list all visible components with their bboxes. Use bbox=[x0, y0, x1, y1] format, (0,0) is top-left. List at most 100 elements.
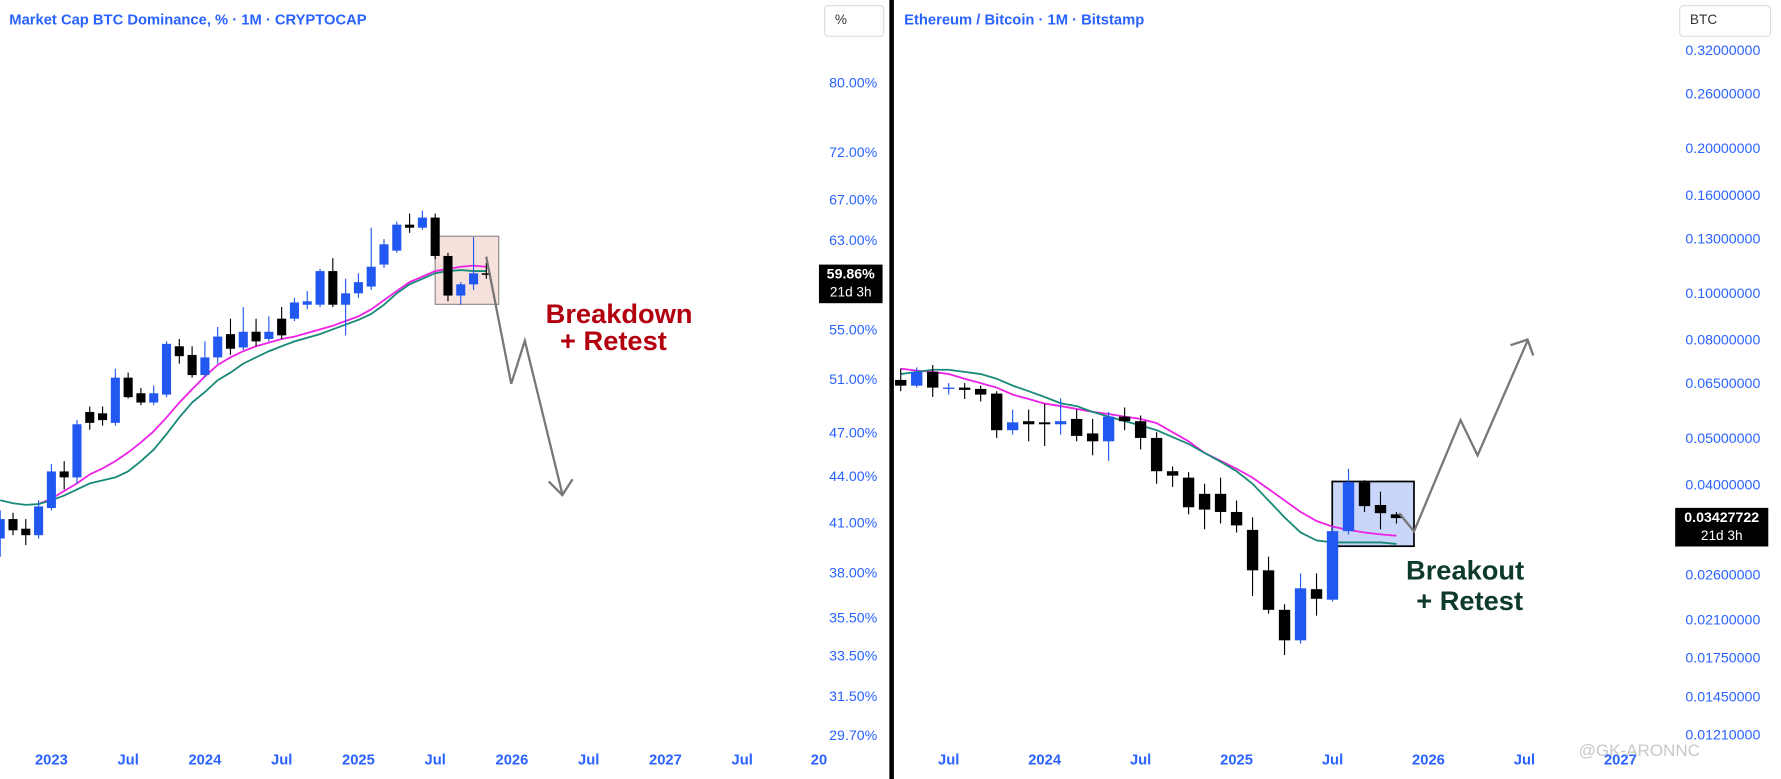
candle-body bbox=[174, 346, 184, 357]
candle-body bbox=[200, 357, 210, 376]
watermark: @GK-ARONNC bbox=[1579, 741, 1700, 760]
candle-body bbox=[1134, 421, 1147, 438]
candle-body bbox=[959, 387, 971, 390]
candle-body bbox=[225, 334, 236, 349]
candle-body bbox=[1118, 416, 1131, 422]
candle-body bbox=[1102, 416, 1115, 442]
price-label: 59.86% bbox=[827, 267, 876, 283]
y-tick-label: 80.00% bbox=[829, 76, 878, 92]
x-tick-label: Jul bbox=[271, 753, 292, 769]
moving-average bbox=[38, 264, 487, 505]
moving-average bbox=[900, 368, 1397, 545]
price-label-box bbox=[818, 264, 883, 304]
x-tick-label: 2024 bbox=[188, 753, 222, 769]
candle-body bbox=[328, 271, 338, 305]
moving-average bbox=[0, 269, 487, 506]
axis-unit: % bbox=[835, 12, 847, 27]
annotation: + Retest bbox=[560, 325, 667, 356]
y-tick-label: 0.26000000 bbox=[1685, 86, 1760, 102]
chart-title: Market Cap BTC Dominance, % · 1M · CRYPT… bbox=[9, 12, 366, 28]
y-tick-label: 0.01210000 bbox=[1685, 727, 1760, 743]
moving-average bbox=[900, 367, 1397, 537]
countdown: 21d 3h bbox=[830, 285, 872, 300]
y-tick-label: 72.00% bbox=[829, 145, 878, 161]
candle-body bbox=[34, 506, 44, 536]
y-tick-label: 0.10000000 bbox=[1685, 286, 1760, 302]
y-tick-label: 0.06500000 bbox=[1685, 376, 1760, 392]
candle-body bbox=[187, 354, 197, 376]
candle-body bbox=[59, 471, 69, 478]
y-tick-label: 55.00% bbox=[829, 322, 878, 338]
arrow-head bbox=[1510, 338, 1535, 356]
candle-body bbox=[289, 302, 299, 319]
annotation: Breakdown bbox=[546, 298, 693, 329]
candle-body bbox=[469, 273, 479, 285]
x-tick-label: 20 bbox=[811, 753, 827, 769]
candle-body bbox=[1086, 433, 1099, 442]
candle-body bbox=[1150, 437, 1163, 472]
projection-arrow bbox=[485, 256, 564, 495]
y-tick-label: 33.50% bbox=[829, 649, 878, 665]
projection-arrow bbox=[1398, 340, 1529, 534]
x-tick-label: Jul bbox=[1322, 753, 1343, 769]
candle-body bbox=[1022, 421, 1035, 425]
y-tick-label: 0.16000000 bbox=[1685, 188, 1760, 204]
candle-body bbox=[149, 393, 159, 403]
countdown: 21d 3h bbox=[1701, 528, 1743, 543]
plot-layer: Market Cap BTC Dominance, % · 1M · CRYPT… bbox=[0, 5, 1772, 769]
x-tick-label: Jul bbox=[1130, 753, 1151, 769]
candle-body bbox=[21, 528, 31, 536]
y-tick-label: 0.05000000 bbox=[1685, 431, 1760, 447]
y-tick-label: 67.00% bbox=[829, 192, 878, 208]
candle-body bbox=[943, 387, 955, 389]
candle-body bbox=[911, 371, 923, 386]
annotation: Breakout bbox=[1406, 555, 1524, 586]
candle-body bbox=[251, 331, 261, 342]
candle-body bbox=[353, 282, 363, 294]
y-tick-label: 63.00% bbox=[829, 233, 878, 249]
chart-title: Ethereum / Bitcoin · 1M · Bitstamp bbox=[904, 12, 1144, 28]
candle-body bbox=[1246, 529, 1259, 571]
candle-body bbox=[1182, 477, 1195, 508]
y-tick-label: 38.00% bbox=[829, 566, 878, 582]
x-tick-label: Jul bbox=[1514, 753, 1535, 769]
y-tick-label: 35.50% bbox=[829, 610, 878, 626]
x-tick-label: 2027 bbox=[1604, 753, 1637, 769]
candle-body bbox=[430, 217, 440, 256]
candle-body bbox=[1198, 493, 1211, 510]
y-tick-label: 47.00% bbox=[829, 426, 878, 442]
y-tick-label: 0.13000000 bbox=[1685, 231, 1760, 247]
x-tick-label: Jul bbox=[732, 753, 753, 769]
price-label-box bbox=[1675, 507, 1769, 547]
x-tick-label: 2025 bbox=[1220, 753, 1253, 769]
candle-body bbox=[277, 318, 287, 336]
y-tick-label: 0.02100000 bbox=[1685, 612, 1760, 628]
candle-body bbox=[0, 519, 5, 539]
candle-body bbox=[98, 413, 108, 421]
candle-body bbox=[110, 377, 120, 423]
candle-body bbox=[1054, 421, 1067, 425]
candle-body bbox=[392, 224, 402, 251]
candle-body bbox=[136, 393, 146, 403]
candle-body bbox=[1374, 504, 1387, 514]
candle-body bbox=[1166, 471, 1179, 476]
candle-body bbox=[161, 343, 172, 395]
candle-body bbox=[1006, 422, 1019, 431]
candle-body bbox=[927, 371, 939, 388]
candle-body bbox=[72, 424, 82, 478]
candle-body bbox=[481, 273, 491, 275]
candle-body bbox=[975, 388, 987, 395]
candle-body bbox=[405, 224, 415, 228]
candle-body bbox=[1390, 514, 1403, 519]
candle-body bbox=[123, 377, 133, 398]
y-tick-label: 0.02600000 bbox=[1685, 568, 1760, 584]
x-tick-label: 2024 bbox=[1028, 753, 1062, 769]
candle-body bbox=[1342, 482, 1355, 532]
candle-body bbox=[1214, 493, 1227, 512]
arrow-head bbox=[547, 478, 574, 497]
candle-body bbox=[1230, 511, 1243, 526]
candle-body bbox=[1294, 588, 1307, 641]
candle-body bbox=[46, 471, 56, 508]
